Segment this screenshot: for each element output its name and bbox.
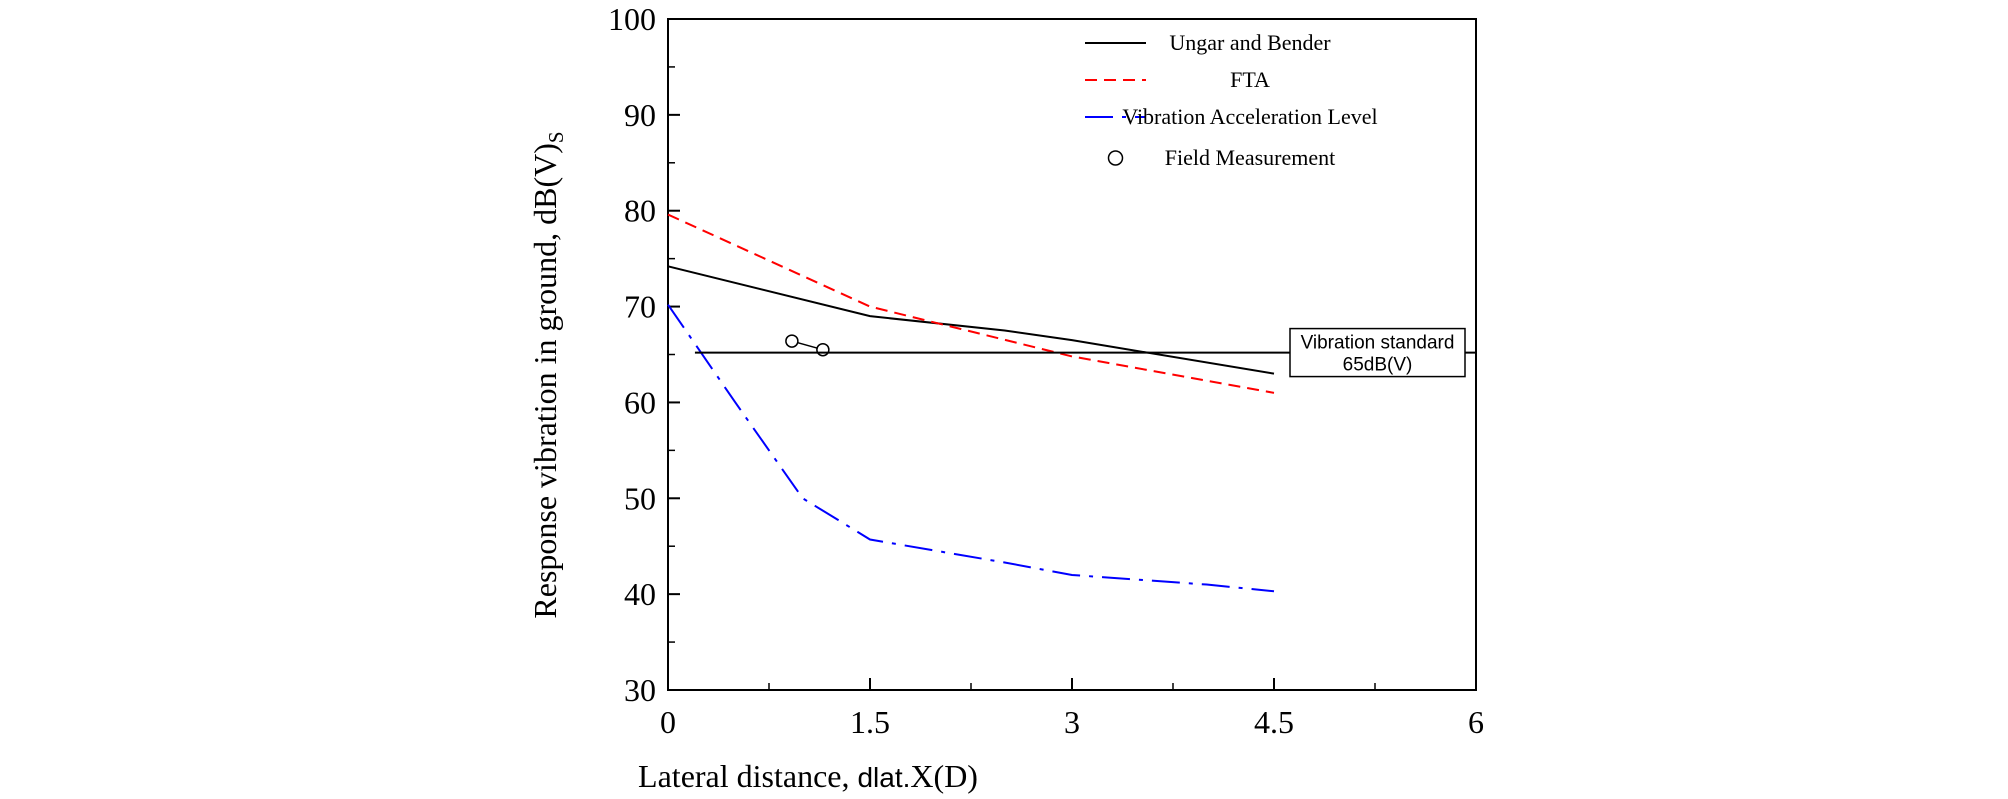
legend-marker [1107, 150, 1124, 166]
legend-label: Field Measurement [1165, 145, 1335, 170]
legend-label: Vibration Acceleration Level [1122, 104, 1377, 129]
y-tick-label: 60 [624, 384, 656, 420]
y-tick-label: 50 [624, 480, 656, 516]
y-tick-label: 80 [624, 193, 656, 229]
y-tick-label: 90 [624, 97, 656, 133]
y-tick-label: 100 [608, 1, 656, 37]
y-tick-label: 70 [624, 289, 656, 325]
field-measurement-point [816, 342, 830, 357]
series-line-ungar-and-bender [667, 265, 1275, 375]
vibration-standard-value: 65dB(V) [1343, 355, 1413, 376]
legend: Ungar and Bender FTA Vibration Acceleratio… [1085, 30, 1378, 170]
y-axis-title: Response vibration in ground, dB(V)S [527, 131, 568, 618]
x-tick-label: 6 [1468, 704, 1484, 740]
x-tick-label: 1.5 [850, 704, 890, 740]
field-measurement-point [785, 334, 799, 348]
legend-label: FTA [1230, 67, 1270, 92]
series-layer [667, 213, 1275, 593]
x-tick-label: 3 [1064, 704, 1080, 740]
vibration-standard-box [1289, 327, 1466, 378]
series-line-fta [667, 213, 1275, 394]
x-tick-label: 0 [660, 704, 676, 740]
x-tick-label: 4.5 [1254, 704, 1294, 740]
series-line-vibration-acceleration-level [667, 304, 1275, 593]
vibration-standard-label: Vibration standard [1301, 333, 1455, 354]
y-tick-label: 40 [624, 576, 656, 612]
x-axis-title: Lateral distance, dlat.X(D) [638, 758, 978, 794]
y-tick-label: 30 [624, 672, 656, 708]
axes-layer: 30 40 50 60 70 80 90 100 0 1.5 3 4.5 6 [608, 1, 1484, 740]
legend-label: Ungar and Bender [1169, 30, 1331, 55]
